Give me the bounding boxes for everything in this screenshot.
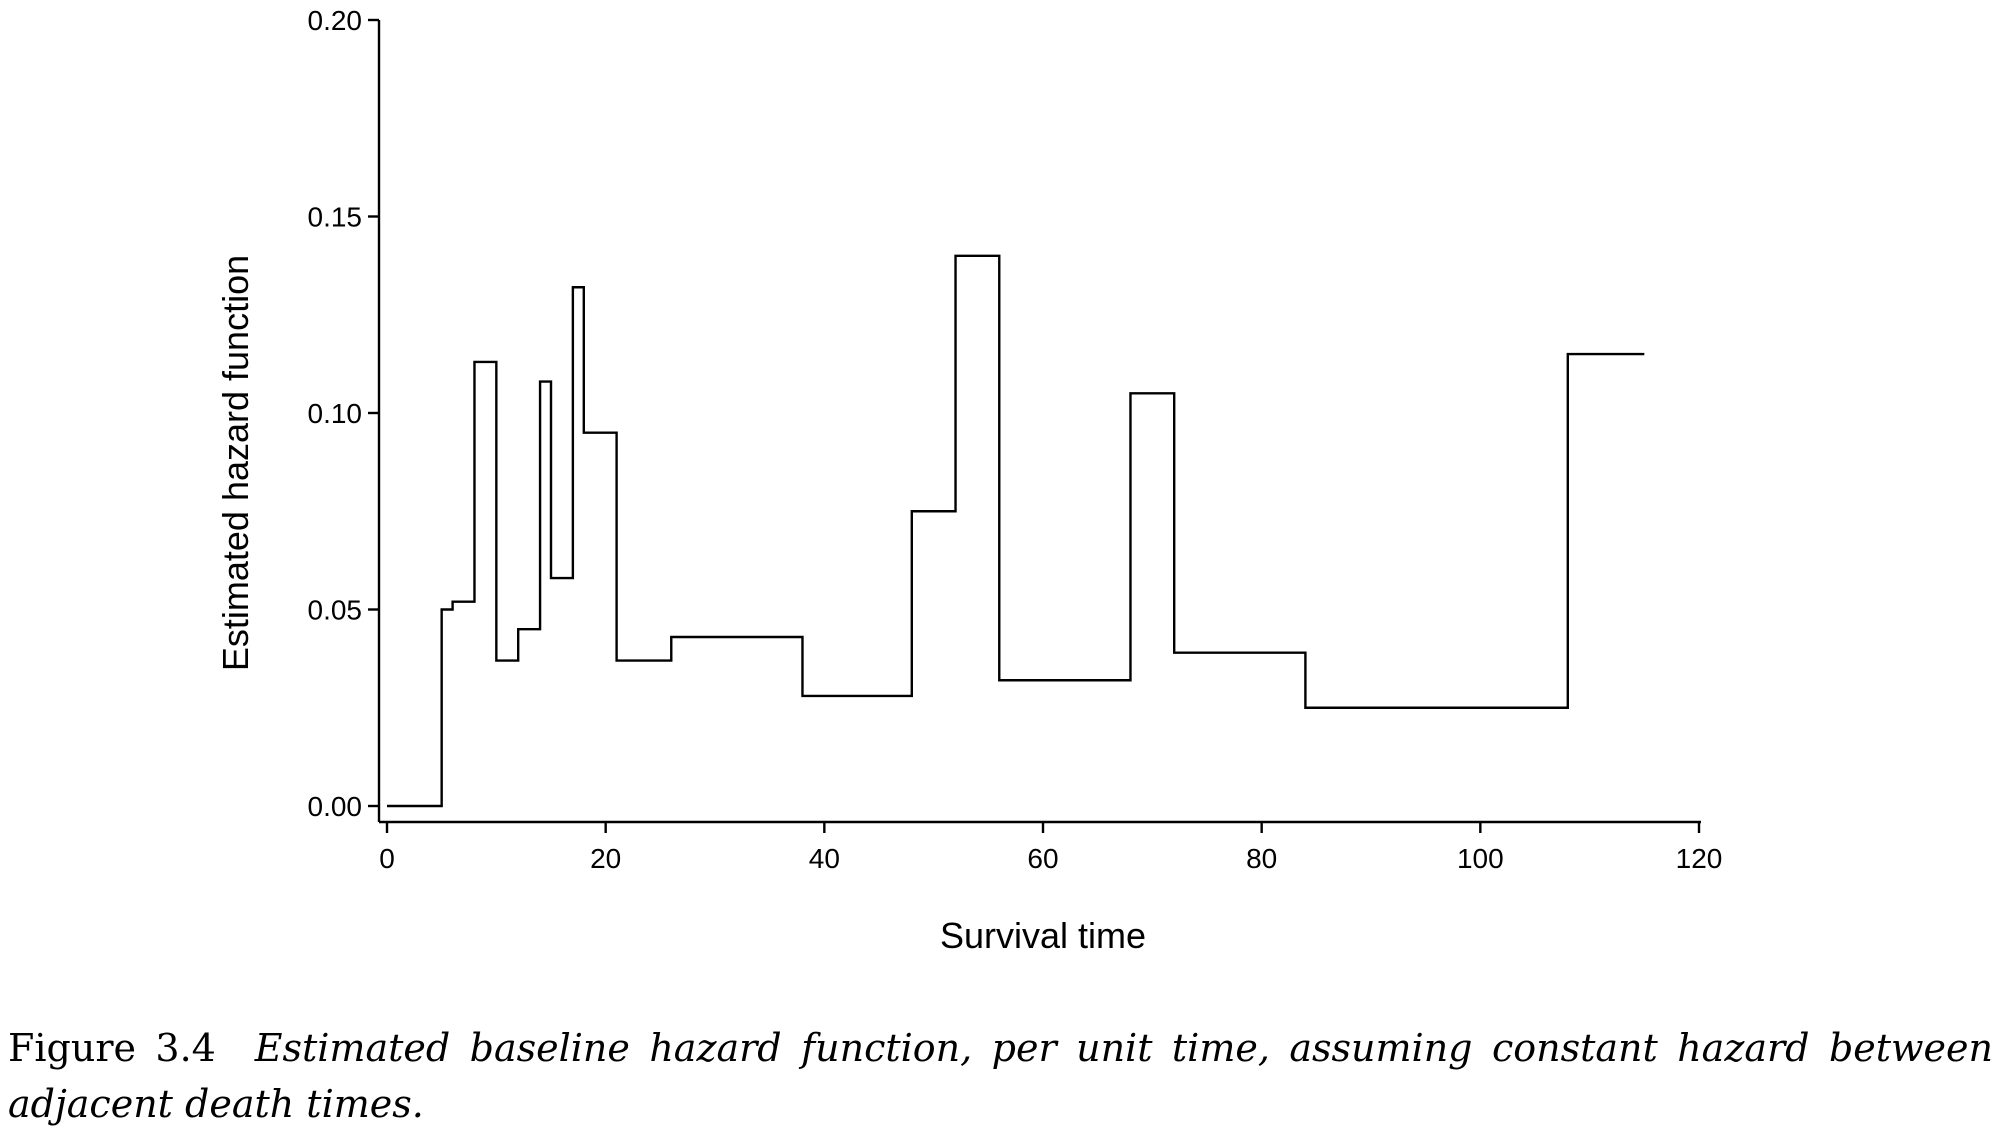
- series-layer: [387, 254, 1645, 808]
- hazard-step-line: [387, 254, 1645, 808]
- x-axis: 0 20 40 60 80 100 120: [379, 820, 1723, 874]
- x-tick-label: 100: [1457, 843, 1504, 874]
- x-tick-label: 40: [809, 843, 840, 874]
- x-tick-label: 60: [1027, 843, 1058, 874]
- x-tick-label: 20: [590, 843, 621, 874]
- y-tick-label: 0.00: [308, 791, 363, 822]
- y-tick-label: 0.10: [308, 398, 363, 429]
- figure-caption: Figure 3.4 Estimated baseline hazard fun…: [8, 1020, 1993, 1132]
- x-axis-title: Survival time: [940, 915, 1146, 956]
- y-tick-label: 0.05: [308, 595, 363, 626]
- y-axis: 0.00 0.05 0.10 0.15 0.20: [308, 5, 381, 822]
- caption-label: Figure 3.4: [8, 1026, 216, 1070]
- hazard-step-chart: 0.00 0.05 0.10 0.15 0.20 0 20 40 60 80 100 120 Sur…: [215, 5, 1723, 956]
- y-tick-label: 0.20: [308, 5, 363, 36]
- y-axis-title: Estimated hazard function: [215, 255, 256, 671]
- caption-text: Estimated baseline hazard function, per …: [8, 1026, 1994, 1126]
- x-tick-label: 0: [379, 843, 395, 874]
- x-tick-label: 120: [1676, 843, 1723, 874]
- y-tick-label: 0.15: [308, 202, 363, 233]
- x-tick-label: 80: [1246, 843, 1277, 874]
